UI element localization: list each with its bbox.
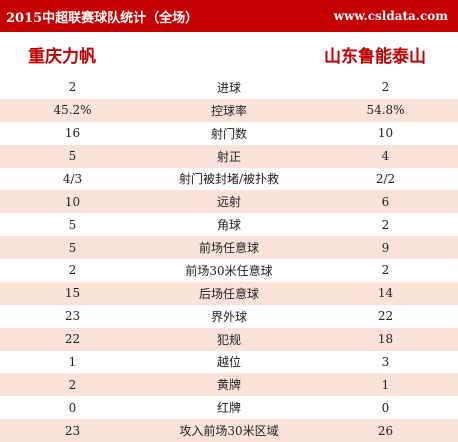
stat-label: 红牌 <box>216 401 241 416</box>
home-value: 22 <box>64 332 81 347</box>
home-value: 5 <box>68 149 77 164</box>
page-title: 2015中超联赛球队统计（全场） <box>6 10 199 26</box>
stat-row: 2 进球 2 <box>0 76 458 99</box>
stat-row: 2 前场30米任意球 2 <box>0 259 458 282</box>
home-value: 10 <box>64 194 81 209</box>
home-value: 5 <box>68 217 77 232</box>
stat-row: 23 界外球 22 <box>0 305 458 328</box>
home-value: 2 <box>68 263 77 278</box>
title-bar: 2015中超联赛球队统计（全场） www.csldata.com <box>0 0 458 32</box>
stat-label: 越位 <box>216 355 241 370</box>
stat-row: 2 黄牌 1 <box>0 373 458 397</box>
stat-label: 黄牌 <box>216 378 241 393</box>
stat-label: 射正 <box>216 149 241 164</box>
stat-row: 10 远射 6 <box>0 190 458 214</box>
stats-table: 2 进球 2 45.2% 控球率 54.8% 16 射门数 10 5 射正 4 4/3 射门被封堵/被扑救… <box>0 76 458 442</box>
stat-row: 5 射正 4 <box>0 144 458 168</box>
home-value: 2 <box>68 80 77 95</box>
team-names: 重庆力帆 山东鲁能泰山 <box>0 32 458 76</box>
away-value: 6 <box>381 194 390 209</box>
stat-row: 5 角球 2 <box>0 213 458 236</box>
stat-row: 16 射门数 10 <box>0 122 458 145</box>
stat-label: 攻入前场30米区域 <box>179 424 279 439</box>
stat-row: 15 后场任意球 14 <box>0 281 458 305</box>
stat-label: 前场任意球 <box>198 241 259 256</box>
stat-row: 4/3 射门被封堵/被扑救 2/2 <box>0 168 458 191</box>
stat-label: 界外球 <box>210 309 247 324</box>
away-value: 2 <box>381 263 390 278</box>
away-team-name: 山东鲁能泰山 <box>324 46 426 67</box>
away-value: 4 <box>381 149 390 164</box>
stat-row: 5 前场任意球 9 <box>0 236 458 259</box>
stat-label: 射门被封堵/被扑救 <box>178 172 280 187</box>
stat-label: 角球 <box>216 218 241 233</box>
away-value: 14 <box>377 286 394 301</box>
stat-label: 远射 <box>216 195 241 210</box>
stat-label: 犯规 <box>216 332 241 347</box>
home-value: 2 <box>68 377 77 392</box>
stat-row: 45.2% 控球率 54.8% <box>0 98 458 122</box>
away-value: 1 <box>381 377 390 392</box>
stat-row: 23 攻入前场30米区域 26 <box>0 419 458 442</box>
stat-label: 进球 <box>216 80 241 95</box>
home-value: 4/3 <box>62 171 83 186</box>
stat-label: 射门数 <box>210 126 247 141</box>
home-value: 45.2% <box>53 103 92 118</box>
stat-row: 22 犯规 18 <box>0 327 458 351</box>
stat-row: 1 越位 3 <box>0 351 458 374</box>
away-value: 3 <box>381 354 390 369</box>
home-value: 16 <box>64 126 81 141</box>
home-value: 15 <box>64 286 81 301</box>
stat-label: 前场30米任意球 <box>185 263 273 278</box>
home-value: 23 <box>64 309 81 324</box>
away-value: 22 <box>377 309 394 324</box>
away-value: 26 <box>377 423 394 438</box>
away-value: 54.8% <box>366 103 405 118</box>
away-value: 2 <box>381 80 390 95</box>
home-value: 23 <box>64 423 81 438</box>
home-team-name: 重庆力帆 <box>28 46 96 67</box>
home-value: 5 <box>68 240 77 255</box>
home-value: 1 <box>68 354 77 369</box>
away-value: 2/2 <box>375 171 396 186</box>
away-value: 2 <box>381 217 390 232</box>
away-value: 0 <box>381 400 390 415</box>
away-value: 18 <box>377 332 394 347</box>
home-value: 0 <box>68 400 77 415</box>
stat-row: 0 红牌 0 <box>0 396 458 419</box>
away-value: 9 <box>381 240 390 255</box>
away-value: 10 <box>377 126 394 141</box>
stat-label: 控球率 <box>210 103 247 118</box>
stat-label: 后场任意球 <box>198 286 259 301</box>
site-url: www.csldata.com <box>333 9 448 23</box>
